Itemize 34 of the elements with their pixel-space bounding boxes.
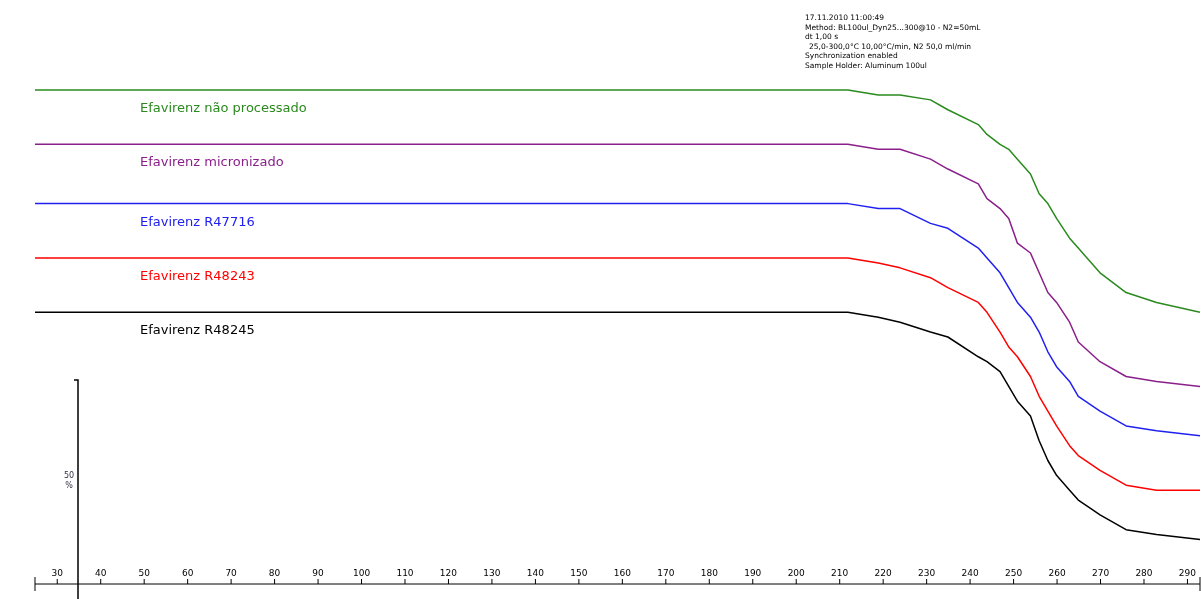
x-tick-label: 180 bbox=[700, 568, 719, 578]
scale-bracket: 50 % bbox=[63, 379, 79, 599]
x-tick-label: 30 bbox=[51, 568, 64, 578]
x-tick-label: 250 bbox=[1004, 568, 1023, 578]
x-tick-label: 80 bbox=[268, 568, 281, 578]
x-tick-label: 210 bbox=[831, 568, 849, 578]
annotation: 50 % bbox=[63, 471, 75, 490]
x-tick-label: 290 bbox=[1178, 568, 1197, 578]
x-tick-label: 110 bbox=[396, 568, 414, 578]
x-tick-label: 120 bbox=[439, 568, 458, 578]
series-label: Efavirenz R48243 bbox=[140, 267, 255, 283]
x-tick-label: 140 bbox=[526, 568, 545, 578]
x-tick-label: 230 bbox=[918, 568, 936, 578]
x-tick-label: 160 bbox=[613, 568, 632, 578]
x-tick-label: 190 bbox=[744, 568, 762, 578]
x-tick-label: 50 bbox=[138, 568, 151, 578]
series-label: Efavirenz não processado bbox=[140, 100, 307, 115]
series-label: Efavirenz R48245 bbox=[140, 322, 255, 338]
x-tick-label: 100 bbox=[352, 568, 371, 578]
x-tick-label: 200 bbox=[787, 568, 806, 578]
x-tick-label: 60 bbox=[181, 568, 194, 578]
series-label: Efavirenz micronizado bbox=[140, 154, 284, 170]
x-tick-label: 90 bbox=[312, 568, 325, 578]
x-tick-label: 130 bbox=[483, 568, 501, 578]
x-tick-label: 150 bbox=[570, 568, 588, 578]
x-tick-label: 40 bbox=[94, 568, 107, 578]
x-tick-label: 240 bbox=[961, 568, 979, 578]
series-label: Efavirenz R47716 bbox=[140, 213, 255, 229]
x-tick-label: 220 bbox=[874, 568, 893, 578]
x-tick-label: 170 bbox=[657, 568, 675, 578]
x-tick-label: 280 bbox=[1135, 568, 1153, 578]
x-tick-label: 70 bbox=[225, 568, 238, 578]
x-tick-label: 260 bbox=[1048, 568, 1066, 578]
x-tick-label: 270 bbox=[1091, 568, 1110, 578]
